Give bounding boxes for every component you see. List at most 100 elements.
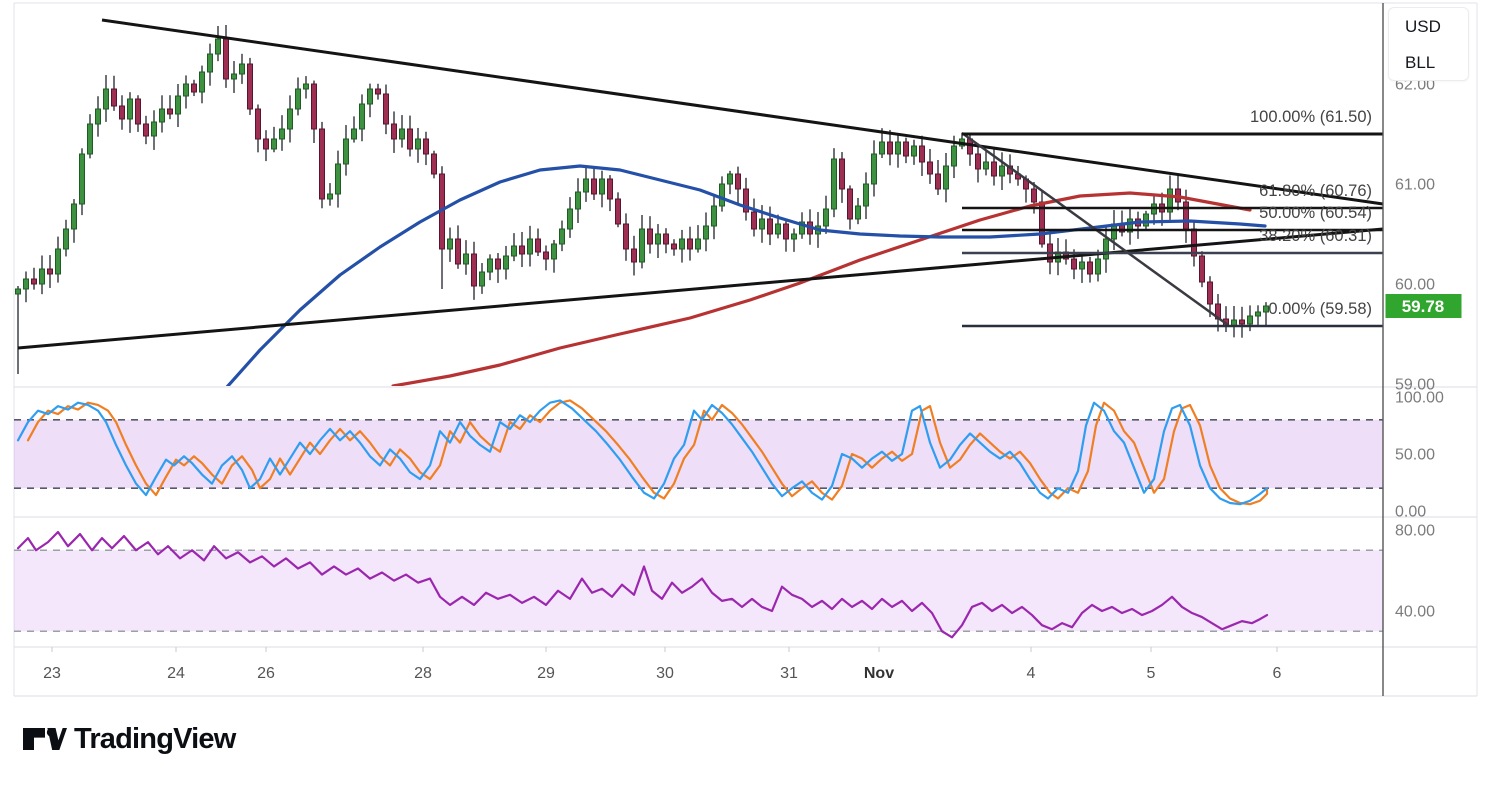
candle	[183, 83, 189, 97]
candle	[655, 233, 661, 245]
candle	[1263, 305, 1269, 313]
candle	[95, 108, 101, 125]
candle	[471, 253, 477, 287]
candle	[831, 158, 837, 210]
candle	[1247, 315, 1253, 325]
tradingview-logo-icon	[23, 727, 67, 750]
candle	[855, 205, 861, 220]
fib-level-label: 38.20% (60.31)	[1259, 227, 1372, 245]
candle	[231, 73, 237, 80]
candle	[175, 95, 181, 115]
candle	[391, 123, 397, 140]
candle	[703, 225, 709, 240]
price-axis[interactable]: 62.0061.0060.0059.00100.0050.000.0080.00…	[1382, 3, 1444, 696]
candle	[287, 108, 293, 130]
candle	[383, 93, 389, 125]
candle	[375, 88, 381, 95]
candle	[647, 228, 653, 245]
candle	[1095, 258, 1101, 275]
rsi-pane[interactable]	[14, 530, 1383, 639]
price-axis-label: 61.00	[1395, 177, 1435, 194]
candle	[935, 173, 941, 190]
candle	[207, 53, 213, 73]
candle	[343, 138, 349, 165]
candle	[887, 141, 893, 155]
candle	[695, 238, 701, 250]
candlestick-series[interactable]	[15, 25, 1269, 374]
last-price-value: 59.78	[1402, 297, 1445, 316]
candle	[119, 105, 125, 120]
candle	[535, 238, 541, 253]
candle	[271, 138, 277, 150]
candle	[311, 83, 317, 130]
candle	[903, 141, 909, 157]
candle	[335, 163, 341, 195]
candle	[423, 138, 429, 155]
candle	[263, 138, 269, 150]
tradingview-wordmark: TradingView	[74, 722, 236, 755]
time-axis[interactable]: 23 24 26 28 29 30 31 Nov 4 5 6	[43, 647, 1282, 682]
candle	[519, 245, 525, 255]
candle	[295, 88, 301, 110]
time-axis-label: 5	[1147, 665, 1156, 682]
candle	[823, 208, 829, 227]
symbol-legend-line2: BLL	[1405, 53, 1436, 72]
candle	[55, 248, 61, 275]
candle	[551, 243, 557, 260]
candle	[327, 193, 333, 200]
candle	[943, 165, 949, 190]
candle	[455, 238, 461, 265]
candle	[447, 238, 453, 250]
candle	[111, 88, 117, 107]
candle	[567, 208, 573, 230]
price-axis-label: 59.00	[1395, 377, 1435, 394]
candle	[583, 178, 589, 193]
candle	[847, 188, 853, 220]
time-axis-label: Nov	[864, 665, 894, 682]
time-axis-label: 24	[167, 665, 185, 682]
candle	[623, 223, 629, 250]
candle	[639, 228, 645, 263]
candle	[1087, 261, 1093, 275]
candle	[879, 141, 885, 155]
time-axis-label: 28	[414, 665, 432, 682]
fib-level-label: 100.00% (61.50)	[1250, 108, 1372, 126]
time-axis-label: 26	[257, 665, 275, 682]
candle	[751, 211, 757, 230]
candle	[223, 38, 229, 80]
candle	[975, 153, 981, 170]
candle	[1207, 281, 1213, 305]
time-axis-label: 30	[656, 665, 674, 682]
rsi-line	[16, 530, 1269, 639]
candle	[783, 223, 789, 240]
candle	[151, 121, 157, 137]
candle	[791, 233, 797, 240]
candle	[503, 255, 509, 270]
candle	[767, 218, 773, 235]
symbol-legend: USD BLL	[1388, 7, 1469, 81]
candle	[991, 161, 997, 177]
candle	[727, 173, 733, 185]
candle	[719, 183, 725, 207]
candle	[103, 88, 109, 110]
fib-retracement[interactable]: 100.00% (61.50) 61.80% (60.76) 50.00% (60.…	[962, 108, 1383, 328]
candle	[1199, 255, 1205, 283]
candle	[599, 178, 605, 195]
candle	[239, 63, 245, 75]
candle	[191, 83, 197, 93]
candle	[135, 98, 141, 125]
rsi-axis-label: 80.00	[1395, 523, 1435, 540]
candle	[143, 123, 149, 137]
candle	[247, 63, 253, 110]
candle	[575, 191, 581, 210]
candle	[495, 258, 501, 270]
pane-separators	[14, 386, 1477, 697]
candle	[39, 268, 45, 285]
stochastic-pane[interactable]	[14, 399, 1383, 506]
candle	[15, 288, 21, 295]
candle	[735, 173, 741, 190]
price-chart[interactable]: 100.00% (61.50) 61.80% (60.76) 50.00% (60.…	[0, 0, 1491, 700]
candle	[159, 108, 165, 123]
candle	[1239, 319, 1245, 325]
